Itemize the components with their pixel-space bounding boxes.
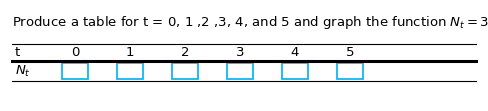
Text: 1: 1: [126, 46, 134, 58]
Text: 3: 3: [236, 46, 244, 58]
Text: 0: 0: [71, 46, 79, 58]
Text: 5: 5: [346, 46, 354, 58]
Bar: [117, 63, 143, 79]
Text: t: t: [15, 46, 20, 58]
Bar: [282, 63, 308, 79]
Bar: [62, 63, 88, 79]
Bar: [337, 63, 363, 79]
Bar: [227, 63, 253, 79]
Text: Produce a table for t = 0, 1 ,2 ,3, 4, and 5 and graph the function $N_t = 3^t$.: Produce a table for t = 0, 1 ,2 ,3, 4, a…: [12, 13, 488, 32]
Bar: [172, 63, 198, 79]
Text: $N_t$: $N_t$: [15, 63, 31, 79]
Text: 2: 2: [181, 46, 189, 58]
Text: 4: 4: [291, 46, 299, 58]
